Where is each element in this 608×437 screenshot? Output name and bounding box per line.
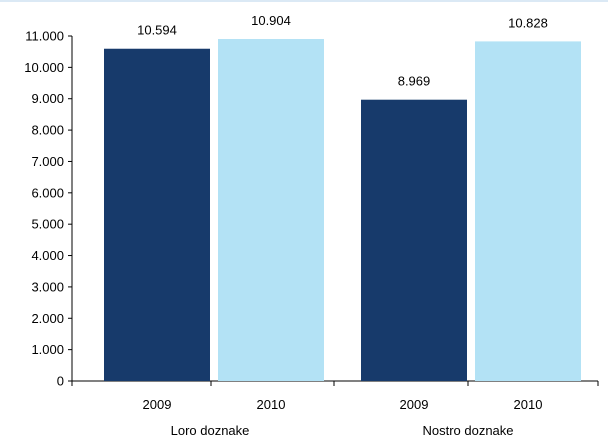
y-tick-label: 4.000 <box>31 248 64 263</box>
y-tick-label: 6.000 <box>31 185 64 200</box>
bar-nostro-doznake-2010 <box>475 41 581 382</box>
y-tick-label: 9.000 <box>31 91 64 106</box>
y-tick-label: 10.000 <box>24 60 64 75</box>
x-category-label: 2010 <box>257 397 286 412</box>
bar-loro-doznake-2010 <box>218 39 324 381</box>
y-tick-label: 2.000 <box>31 311 64 326</box>
bar-value-label: 10.594 <box>137 23 177 38</box>
y-tick-label: 5.000 <box>31 217 64 232</box>
y-tick-label: 8.000 <box>31 123 64 138</box>
x-category-label: 2010 <box>514 397 543 412</box>
y-tick-label: 1.000 <box>31 342 64 357</box>
bar-value-label: 10.904 <box>251 13 291 28</box>
bar-value-label: 10.828 <box>508 15 548 30</box>
y-tick-label: 11.000 <box>25 29 64 44</box>
x-category-label: 2009 <box>400 397 429 412</box>
bar-nostro-doznake-2009 <box>361 99 467 381</box>
x-axis <box>71 380 599 386</box>
x-group-label: Nostro doznake <box>422 423 513 437</box>
top-border <box>0 0 608 2</box>
y-tick-label: 3.000 <box>31 279 64 294</box>
bars <box>104 39 581 382</box>
bar-loro-doznake-2009 <box>104 48 210 381</box>
bar-value-label: 8.969 <box>398 74 431 89</box>
x-category-label: 2009 <box>143 397 172 412</box>
y-axis: 0 1.000 2.000 3.000 4.000 5.000 6.000 7.000 8.00… <box>24 29 73 389</box>
y-tick-label: 7.000 <box>31 154 64 169</box>
x-group-label: Loro doznake <box>171 423 250 437</box>
labels: 10.594 2009 10.904 2010 Loro doznake 8.969 200… <box>137 13 548 437</box>
y-tick-label: 0 <box>57 374 64 389</box>
